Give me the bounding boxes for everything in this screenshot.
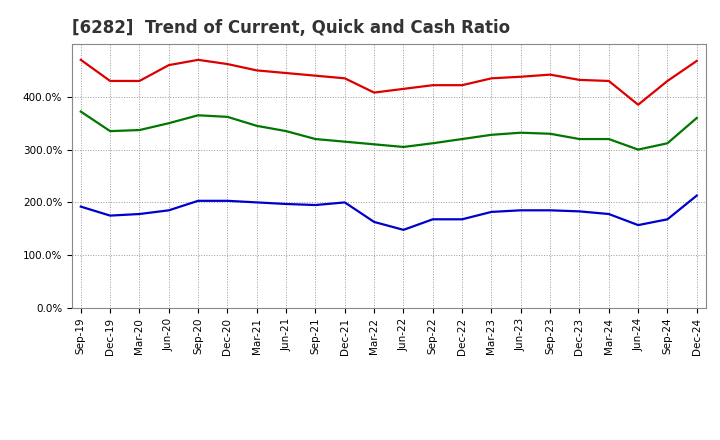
Current Ratio bbox=[370, 90, 379, 95]
Current Ratio bbox=[164, 62, 173, 68]
Cash Ratio bbox=[428, 216, 437, 222]
Cash Ratio bbox=[282, 202, 290, 207]
Quick Ratio bbox=[575, 136, 584, 142]
Current Ratio bbox=[311, 73, 320, 78]
Current Ratio bbox=[76, 57, 85, 62]
Quick Ratio bbox=[428, 141, 437, 146]
Line: Cash Ratio: Cash Ratio bbox=[81, 195, 697, 230]
Cash Ratio bbox=[370, 219, 379, 224]
Quick Ratio bbox=[516, 130, 525, 136]
Cash Ratio bbox=[311, 202, 320, 208]
Current Ratio bbox=[575, 77, 584, 83]
Current Ratio bbox=[693, 58, 701, 63]
Cash Ratio bbox=[693, 193, 701, 198]
Current Ratio bbox=[253, 68, 261, 73]
Current Ratio bbox=[634, 102, 642, 107]
Quick Ratio bbox=[194, 113, 202, 118]
Cash Ratio bbox=[253, 200, 261, 205]
Cash Ratio bbox=[341, 200, 349, 205]
Text: [6282]  Trend of Current, Quick and Cash Ratio: [6282] Trend of Current, Quick and Cash … bbox=[72, 19, 510, 37]
Line: Current Ratio: Current Ratio bbox=[81, 60, 697, 105]
Quick Ratio bbox=[106, 128, 114, 134]
Quick Ratio bbox=[282, 128, 290, 134]
Current Ratio bbox=[516, 74, 525, 79]
Current Ratio bbox=[106, 78, 114, 84]
Quick Ratio bbox=[693, 115, 701, 121]
Quick Ratio bbox=[370, 142, 379, 147]
Quick Ratio bbox=[164, 121, 173, 126]
Cash Ratio bbox=[516, 208, 525, 213]
Cash Ratio bbox=[458, 216, 467, 222]
Quick Ratio bbox=[253, 123, 261, 128]
Current Ratio bbox=[194, 57, 202, 62]
Quick Ratio bbox=[663, 141, 672, 146]
Current Ratio bbox=[605, 78, 613, 84]
Cash Ratio bbox=[546, 208, 554, 213]
Cash Ratio bbox=[194, 198, 202, 203]
Quick Ratio bbox=[223, 114, 232, 120]
Quick Ratio bbox=[76, 109, 85, 114]
Cash Ratio bbox=[634, 223, 642, 228]
Current Ratio bbox=[487, 76, 496, 81]
Current Ratio bbox=[399, 86, 408, 92]
Cash Ratio bbox=[399, 227, 408, 232]
Current Ratio bbox=[458, 83, 467, 88]
Cash Ratio bbox=[605, 211, 613, 216]
Quick Ratio bbox=[458, 136, 467, 142]
Current Ratio bbox=[223, 62, 232, 67]
Cash Ratio bbox=[76, 204, 85, 209]
Line: Quick Ratio: Quick Ratio bbox=[81, 112, 697, 150]
Quick Ratio bbox=[546, 131, 554, 136]
Current Ratio bbox=[135, 78, 144, 84]
Quick Ratio bbox=[341, 139, 349, 144]
Cash Ratio bbox=[223, 198, 232, 203]
Current Ratio bbox=[546, 72, 554, 77]
Current Ratio bbox=[341, 76, 349, 81]
Cash Ratio bbox=[106, 213, 114, 218]
Cash Ratio bbox=[135, 211, 144, 216]
Quick Ratio bbox=[135, 128, 144, 133]
Quick Ratio bbox=[311, 136, 320, 142]
Cash Ratio bbox=[164, 208, 173, 213]
Quick Ratio bbox=[487, 132, 496, 137]
Cash Ratio bbox=[575, 209, 584, 214]
Quick Ratio bbox=[605, 136, 613, 142]
Quick Ratio bbox=[399, 144, 408, 150]
Current Ratio bbox=[663, 78, 672, 84]
Quick Ratio bbox=[634, 147, 642, 152]
Cash Ratio bbox=[487, 209, 496, 215]
Current Ratio bbox=[282, 70, 290, 76]
Current Ratio bbox=[428, 83, 437, 88]
Cash Ratio bbox=[663, 216, 672, 222]
